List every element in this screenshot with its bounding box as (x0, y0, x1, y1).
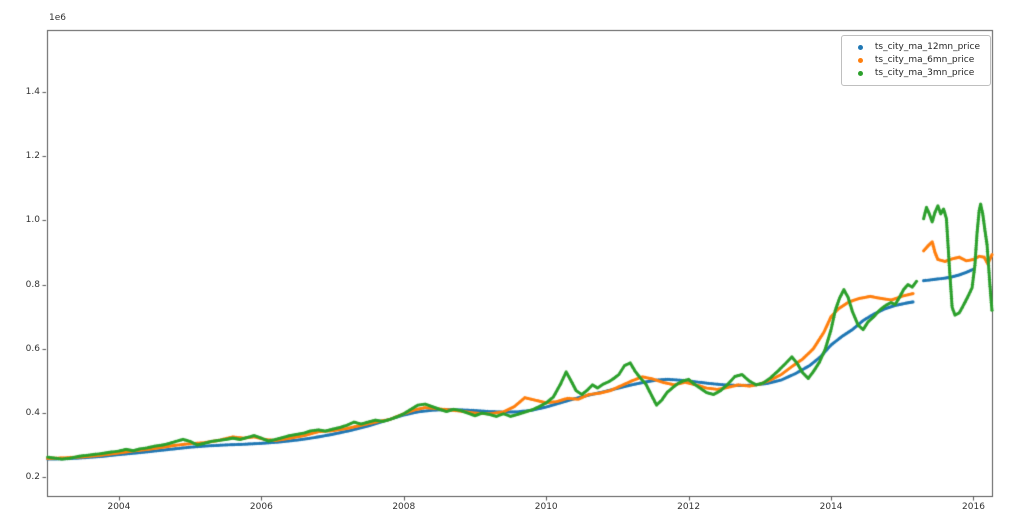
legend-marker-green-dot-icon (857, 71, 863, 76)
legend-box: ts_city_ma_12mn_price ts_city_ma_6mn_pri… (840, 35, 991, 86)
legend-item: ts_city_ma_12mn_price (852, 41, 980, 54)
y-tick-label: 1.0 (25, 215, 40, 226)
legend-label: ts_city_ma_6mn_price (874, 55, 975, 65)
legend-marker-blue-dot-icon (857, 45, 863, 50)
y-axis-offset-label: 1e6 (49, 13, 66, 23)
x-tick-label: 2008 (392, 502, 416, 512)
legend-marker-orange-dot-icon (857, 58, 863, 63)
x-tick-label: 2016 (962, 502, 985, 512)
x-tick-label: 2014 (819, 502, 843, 512)
y-tick-label: 0.8 (25, 279, 40, 290)
x-tick-label: 2012 (677, 502, 701, 512)
y-tick-label: 1.4 (25, 86, 40, 97)
legend-label: ts_city_ma_12mn_price (874, 42, 980, 52)
y-tick-label: 1.2 (25, 150, 40, 161)
y-tick-label: 0.4 (25, 408, 40, 419)
legend-label: ts_city_ma_3mn_price (874, 68, 975, 78)
legend-item: ts_city_ma_3mn_price (852, 67, 980, 80)
y-tick-label: 0.2 (25, 472, 40, 483)
x-tick-label: 2004 (107, 502, 131, 512)
legend-item: ts_city_ma_6mn_price (852, 54, 980, 67)
x-tick-label: 2010 (534, 502, 558, 512)
x-tick-label: 2006 (249, 502, 273, 512)
y-tick-label: 0.6 (25, 343, 40, 354)
